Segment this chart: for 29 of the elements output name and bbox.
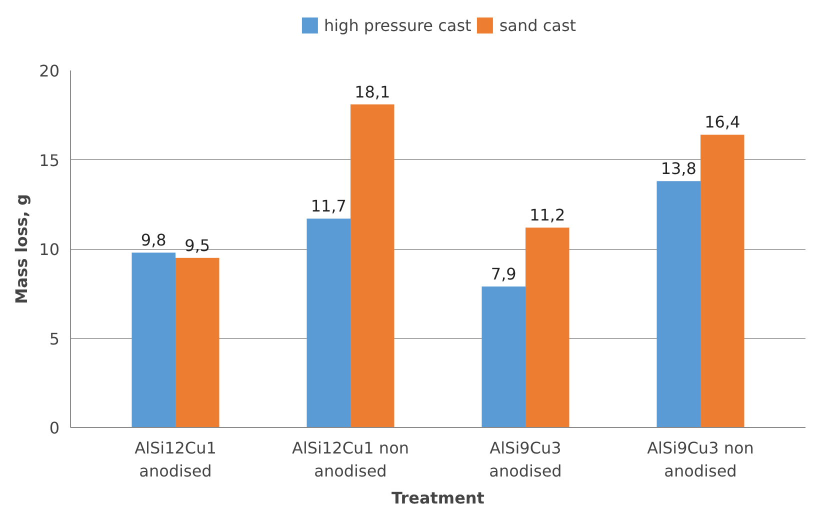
- bar: [482, 286, 526, 428]
- x-tick-label: AlSi9Cu3 anodised: [489, 438, 562, 480]
- data-label: 11,7: [310, 196, 346, 216]
- bar: [306, 218, 350, 428]
- x-tick-label: AlSi12Cu1 anodised: [134, 438, 216, 480]
- data-label: 16,4: [704, 112, 740, 132]
- bar: [700, 134, 744, 428]
- bar: [526, 228, 570, 428]
- legend-label: high pressure cast: [324, 16, 472, 34]
- y-tick-label: 5: [49, 329, 60, 348]
- bar: [656, 181, 700, 428]
- data-label: 11,2: [530, 205, 566, 224]
- y-axis-title: Mass loss, g: [12, 194, 32, 304]
- data-label: 7,9: [490, 264, 516, 284]
- y-tick-label: 10: [39, 240, 60, 259]
- y-tick-label: 15: [39, 150, 60, 170]
- bar: [132, 252, 176, 428]
- bar: [350, 104, 394, 428]
- data-label: 13,8: [660, 159, 696, 178]
- data-label: 9,5: [184, 236, 210, 255]
- data-label: 18,1: [354, 82, 390, 102]
- x-tick-label: AlSi12Cu1 non anodised: [292, 438, 409, 480]
- bar: [176, 258, 220, 428]
- legend-label: sand cast: [499, 16, 576, 34]
- data-label: 9,8: [140, 230, 166, 250]
- x-axis-title: Treatment: [392, 488, 485, 508]
- y-tick-label: 0: [49, 418, 60, 438]
- x-tick-label: AlSi9Cu3 non anodised: [647, 438, 754, 480]
- y-tick-label: 20: [39, 62, 60, 80]
